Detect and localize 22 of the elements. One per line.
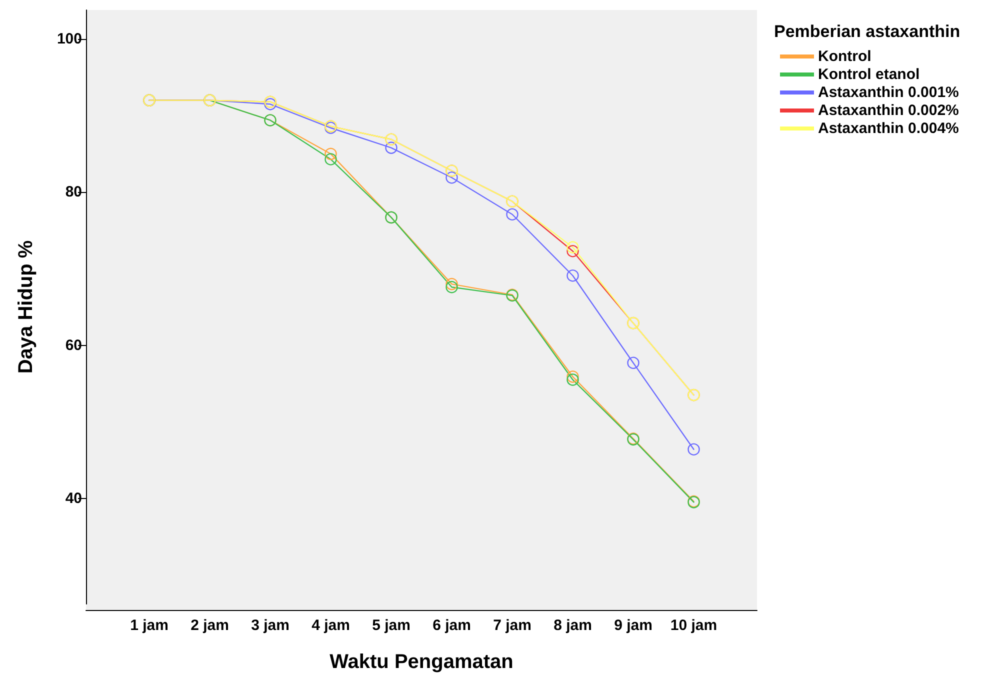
x-tick-label: 1 jam [130,617,168,634]
legend-label: Astaxanthin 0.001% [818,84,959,101]
legend-title: Pemberian astaxanthin [774,22,960,41]
y-tick-label: 100 [56,30,82,48]
y-tick-label: 80 [65,184,82,201]
x-tick-label: 7 jam [493,617,532,634]
y-axis-title: Daya Hidup % [15,240,37,374]
x-tick-label: 4 jam [312,617,350,634]
x-tick-label: 8 jam [554,617,592,634]
legend-label: Kontrol [818,48,872,65]
x-tick-label: 9 jam [614,617,652,634]
x-tick-label: 3 jam [251,617,290,634]
x-axis-title: Waktu Pengamatan [330,651,514,673]
x-tick-label: 10 jam [670,617,718,634]
x-tick-label: 2 jam [190,617,229,634]
y-tick-label: 60 [65,336,82,354]
x-tick-label: 6 jam [432,617,471,634]
legend-label: Astaxanthin 0.002% [818,102,959,119]
legend-label: Kontrol etanol [818,66,920,83]
legend-label: Astaxanthin 0.004% [818,120,959,137]
y-tick-label: 40 [65,490,82,507]
x-tick-label: 5 jam [372,617,410,634]
